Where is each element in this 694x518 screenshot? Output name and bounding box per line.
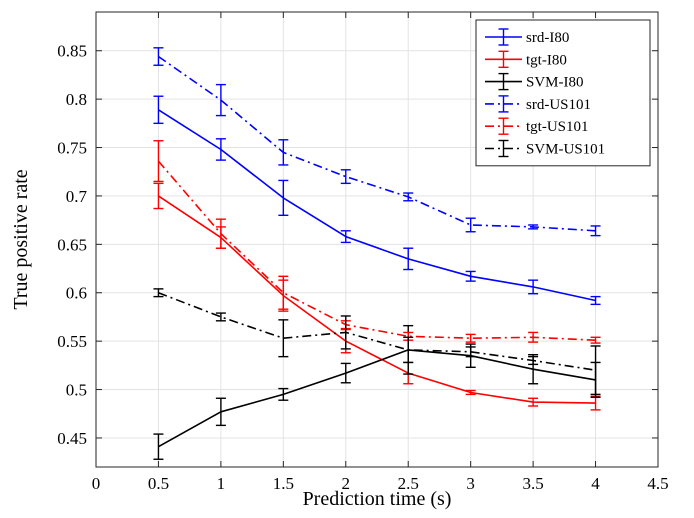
data-point-SVM-I80-0: [153, 433, 164, 460]
data-point-srd-I80-6: [528, 279, 539, 295]
legend-label-tgt-I80: tgt-I80: [526, 52, 567, 68]
data-point-SVM-US101-0: [153, 288, 164, 298]
data-point-tgt-US101-1: [215, 218, 226, 249]
data-point-srd-I80-7: [590, 295, 601, 306]
data-point-tgt-US101-6: [528, 331, 539, 343]
data-point-SVM-US101-3: [340, 315, 351, 350]
data-point-SVM-US101-2: [278, 319, 289, 358]
x-tick-label-3: 1.5: [273, 474, 294, 493]
data-point-srd-I80-4: [403, 247, 414, 271]
data-point-SVM-I80-1: [215, 397, 226, 427]
data-point-SVM-US101-5: [465, 346, 476, 358]
legend-entry-SVM-I80: SVM-I80: [485, 72, 584, 91]
data-point-srd-I80-5: [465, 270, 476, 282]
legend-entry-srd-US101: srd-US101: [485, 95, 591, 113]
x-tick-label-2: 1: [217, 474, 226, 493]
data-point-SVM-I80-2: [278, 387, 289, 401]
y-tick-label-3: 0.6: [66, 284, 87, 303]
x-tick-label-9: 4.5: [647, 474, 668, 493]
series-layer: [153, 47, 601, 460]
data-point-srd-US101-6: [528, 224, 539, 230]
y-tick-label-5: 0.7: [66, 187, 88, 206]
legend-label-srd-I80: srd-I80: [526, 30, 569, 46]
data-point-srd-I80-2: [278, 179, 289, 216]
data-point-tgt-US101-2: [278, 275, 289, 310]
x-tick-label-1: 0.5: [148, 474, 169, 493]
data-point-srd-US101-4: [403, 192, 414, 202]
tick-labels: 0 0.5 1 1.5 2 2.5 3 3.5 4 4.5 0.45 0.5 0.55 0.6 0.65 0.…: [57, 42, 668, 493]
legend-entry-tgt-I80: tgt-I80: [485, 50, 567, 68]
x-tick-label-7: 3.5: [522, 474, 543, 493]
legend-label-tgt-US101: tgt-US101: [526, 119, 589, 135]
series-line-SVM-I80: [158, 349, 596, 448]
series-srd-US101: [153, 47, 601, 237]
y-tick-label-8: 0.85: [57, 42, 87, 61]
series-line-tgt-I80: [157, 195, 596, 404]
x-tick-label-6: 3: [466, 474, 475, 493]
x-tick-label-0: 0: [92, 474, 101, 493]
data-point-SVM-US101-7: [590, 345, 601, 396]
data-point-srd-US101-5: [465, 217, 476, 233]
data-point-srd-US101-7: [590, 225, 601, 237]
data-point-srd-US101-3: [340, 169, 351, 185]
axes-box: [95, 11, 659, 468]
series-SVM-US101: [153, 288, 601, 396]
data-point-SVM-I80-3: [340, 362, 351, 384]
data-point-srd-US101-0: [153, 47, 164, 66]
y-axis-label: True positive rate: [10, 169, 32, 309]
series-line-srd-I80: [157, 109, 596, 302]
legend: srd-I80 tgt-I80 SVM-I80 srd-US101 tgt-US101 S…: [475, 19, 651, 167]
y-tick-label-2: 0.55: [57, 332, 87, 351]
series-srd-I80: [153, 95, 601, 306]
data-point-srd-I80-0: [153, 95, 164, 125]
data-point-tgt-US101-7: [590, 336, 601, 344]
axes: [95, 11, 659, 468]
x-tick-label-5: 2.5: [398, 474, 419, 493]
series-line-srd-US101: [157, 55, 596, 232]
y-tick-label-1: 0.5: [66, 381, 87, 400]
data-point-tgt-US101-0: [153, 140, 164, 183]
data-point-srd-I80-3: [340, 230, 351, 244]
data-point-tgt-I80-6: [528, 397, 539, 407]
data-point-tgt-I80-5: [465, 389, 476, 396]
legend-entry-srd-I80: srd-I80: [485, 28, 569, 46]
data-point-SVM-US101-6: [528, 355, 539, 366]
series-line-SVM-US101: [158, 291, 596, 371]
data-point-SVM-US101-1: [215, 312, 226, 322]
data-point-tgt-I80-0: [153, 182, 164, 210]
data-point-srd-US101-2: [278, 139, 289, 166]
y-tick-label-7: 0.8: [66, 90, 87, 109]
x-tick-label-4: 2: [342, 474, 351, 493]
data-point-srd-US101-1: [215, 83, 226, 117]
y-tick-label-0: 0.45: [57, 429, 87, 448]
legend-label-srd-US101: srd-US101: [526, 97, 591, 113]
legend-entry-tgt-US101: tgt-US101: [485, 117, 589, 135]
data-point-srd-I80-1: [215, 138, 226, 161]
data-point-SVM-US101-4: [403, 336, 414, 364]
y-tick-label-6: 0.75: [57, 139, 87, 158]
x-axis-label: Prediction time (s): [303, 488, 452, 510]
legend-entry-SVM-US101: SVM-US101: [485, 139, 605, 158]
y-tick-label-4: 0.65: [57, 235, 87, 254]
x-tick-label-8: 4: [591, 474, 600, 493]
legend-label-SVM-US101: SVM-US101: [526, 142, 605, 158]
data-point-tgt-US101-5: [465, 333, 476, 343]
legend-label-SVM-I80: SVM-I80: [526, 75, 584, 91]
